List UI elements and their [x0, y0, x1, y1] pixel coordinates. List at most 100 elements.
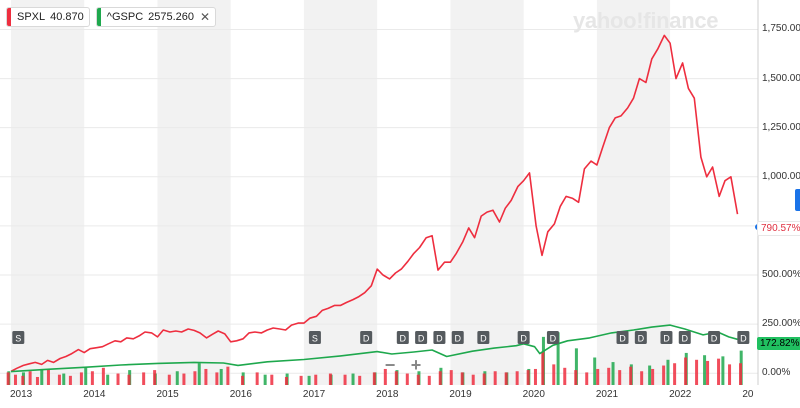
volume-bar-spxl	[596, 368, 600, 385]
event-marker-badge	[433, 331, 446, 344]
volume-bar-spxl	[101, 367, 105, 385]
legend-item-gspc[interactable]: ^GSPC 2575.260 ✕	[95, 7, 217, 27]
volume-bar-gspc	[62, 373, 66, 385]
x-tick-label: 2017	[302, 389, 326, 400]
legend-item-spxl[interactable]: SPXL 40.870	[6, 7, 90, 27]
volume-bar-spxl	[79, 372, 83, 385]
event-marker-label: D	[363, 334, 370, 344]
event-marker-badge	[708, 331, 721, 344]
volume-bar-spxl	[46, 368, 50, 385]
volume-bar-spxl	[684, 357, 688, 385]
volume-bar-gspc	[106, 374, 110, 385]
panel-toggle-handle[interactable]	[795, 189, 800, 211]
year-band	[596, 0, 671, 385]
y-tick-label: 1,750.00%	[762, 23, 800, 35]
event-marker-badge	[451, 331, 464, 344]
volume-bar-gspc	[40, 368, 44, 385]
volume-bar-spxl	[270, 374, 274, 385]
volume-bar-spxl	[585, 372, 589, 385]
x-tick-label: 2021	[595, 389, 619, 400]
volume-bar-spxl	[416, 374, 420, 385]
volume-bar-spxl	[142, 372, 146, 385]
zoom-out-button[interactable]: −	[384, 355, 396, 375]
volume-bar-spxl	[68, 375, 72, 385]
x-tick-label: 2013	[9, 389, 33, 400]
volume-bar-spxl	[482, 373, 486, 385]
zoom-in-button[interactable]: +	[410, 355, 422, 375]
event-marker-label: D	[550, 334, 557, 344]
volume-bar-spxl	[116, 373, 120, 385]
volume-bar-spxl	[394, 371, 398, 385]
volume-bar-spxl	[695, 359, 699, 385]
close-icon[interactable]: ✕	[200, 10, 211, 24]
volume-bar-gspc	[703, 355, 707, 385]
year-band	[10, 0, 85, 385]
volume-bar-spxl	[449, 370, 453, 385]
event-marker-label: S	[15, 334, 21, 344]
year-band	[303, 0, 378, 385]
event-marker-label: D	[436, 334, 443, 344]
event-marker-label: D	[418, 334, 425, 344]
event-marker-label: D	[638, 334, 645, 344]
y-tick-label: 250.00%	[762, 318, 800, 330]
legend-value: 2575.260	[148, 11, 195, 23]
volume-bar-gspc	[721, 356, 725, 385]
volume-bar-spxl	[127, 374, 131, 385]
volume-bar-spxl	[438, 371, 442, 385]
volume-bar-spxl	[533, 368, 537, 385]
volume-bar-spxl	[358, 375, 362, 385]
volume-bar-spxl	[193, 371, 197, 385]
event-marker-badge	[546, 331, 559, 344]
zoom-controls: − +	[377, 356, 429, 374]
event-marker-label: D	[480, 334, 487, 344]
volume-bar-spxl	[167, 374, 171, 385]
event-marker-badge	[634, 331, 647, 344]
volume-bar-spxl	[35, 376, 39, 385]
volume-bar-spxl	[563, 367, 567, 385]
volume-bar-gspc	[556, 332, 560, 385]
volume-bar-spxl	[541, 351, 545, 385]
volume-bar-gspc	[263, 374, 267, 385]
legend-symbol: ^GSPC	[106, 11, 144, 23]
volume-bar-spxl	[328, 373, 332, 385]
event-marker-label: D	[400, 334, 407, 344]
volume-bar-gspc	[219, 368, 223, 385]
event-marker-badge	[660, 331, 673, 344]
volume-bar-gspc	[175, 371, 179, 385]
volume-bar-spxl	[427, 375, 431, 385]
volume-bar-spxl	[607, 367, 611, 385]
event-marker-badge	[308, 331, 321, 344]
volume-bar-spxl	[13, 374, 17, 385]
x-tick-label: 2022	[669, 389, 692, 400]
event-marker-label: D	[454, 334, 461, 344]
yahoo-finance-logo: yahoo!finance	[573, 8, 719, 33]
volume-bar-spxl	[343, 374, 347, 385]
volume-bar-gspc	[84, 367, 88, 385]
y-tick-label: 1,250.00%	[762, 121, 800, 133]
volume-bar-spxl	[255, 372, 259, 385]
volume-bar-spxl	[504, 372, 508, 385]
volume-bar-spxl	[153, 370, 157, 385]
volume-bar-spxl	[662, 365, 666, 385]
event-marker-label: D	[682, 334, 689, 344]
volume-bar-gspc	[307, 375, 311, 385]
volume-bar-spxl	[226, 366, 230, 385]
gspc-line	[10, 324, 738, 373]
volume-bar-spxl	[552, 364, 556, 385]
event-marker-label: D	[711, 334, 718, 344]
volume-bar-spxl	[717, 358, 721, 385]
y-tick-label: 0.00%	[762, 367, 791, 379]
year-band	[157, 0, 231, 385]
volume-bar-spxl	[640, 371, 644, 385]
event-marker-badge	[517, 331, 530, 344]
event-marker-badge	[616, 331, 629, 344]
volume-bar-spxl	[405, 373, 409, 385]
volume-bar-spxl	[372, 372, 376, 385]
volume-bar-spxl	[299, 375, 303, 385]
event-marker-label: D	[619, 334, 626, 344]
volume-bar-gspc	[574, 348, 578, 385]
x-tick-label: 2018	[376, 389, 399, 400]
volume-bar-spxl	[728, 364, 732, 385]
